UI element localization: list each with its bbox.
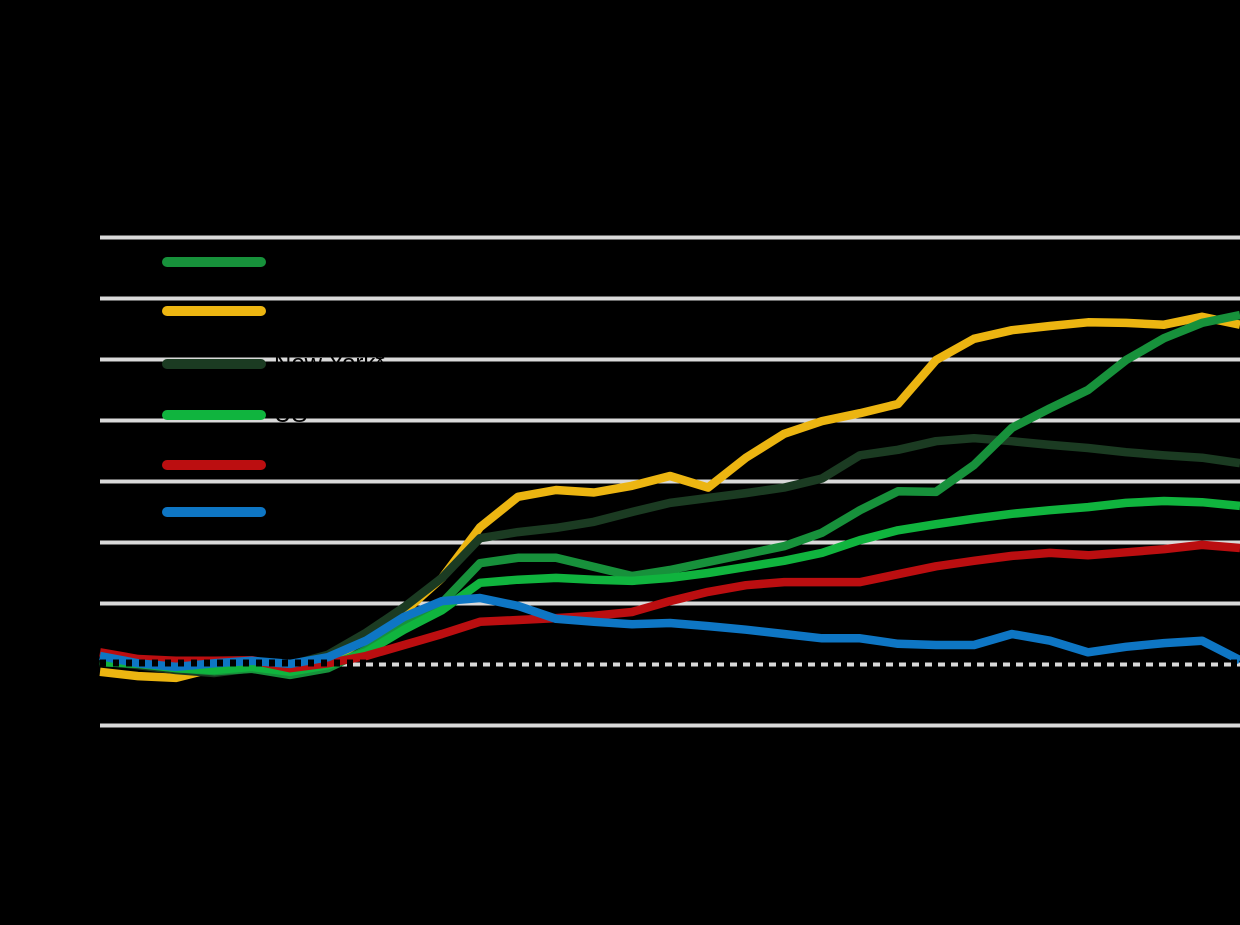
series-line-red [99,540,1240,673]
series-line-blue [99,593,1240,672]
